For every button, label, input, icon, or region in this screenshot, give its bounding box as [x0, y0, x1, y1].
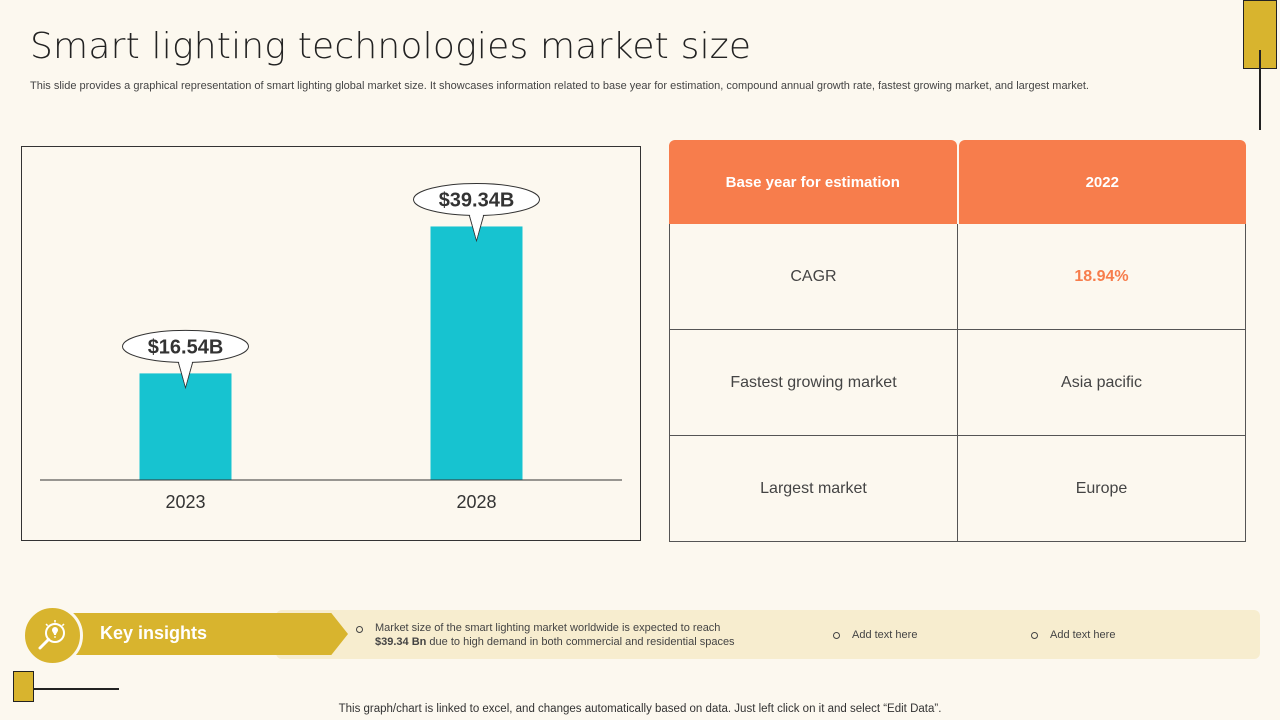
- table-row: Largest market Europe: [670, 435, 1245, 541]
- table-header-row: Base year for estimation 2022: [669, 140, 1246, 224]
- lightbulb-magnifier-icon: [22, 605, 83, 666]
- corner-decoration-bottom-left: [13, 671, 34, 702]
- data-label: $39.34B: [439, 189, 515, 211]
- market-info-table: Base year for estimation 2022 CAGR 18.94…: [669, 140, 1246, 542]
- x-tick-label: 2023: [165, 492, 205, 512]
- corner-line-bottom-left: [34, 688, 119, 690]
- data-label-callout-mask: [469, 211, 484, 240]
- data-label-callout-mask: [178, 358, 193, 387]
- key-insights-tag: [70, 613, 348, 655]
- bullet-icon: [1031, 632, 1038, 639]
- data-label: $16.54B: [148, 336, 224, 358]
- corner-line-top-right: [1259, 50, 1261, 130]
- page-subtitle: This slide provides a graphical represen…: [30, 80, 1089, 92]
- table-row: CAGR 18.94%: [670, 224, 1245, 329]
- insight-bullet-1-text-cont: due to high demand in both commercial an…: [426, 636, 735, 648]
- page-title: Smart lighting technologies market size: [30, 26, 752, 67]
- key-insights-label: Key insights: [100, 623, 208, 643]
- table-cell-cagr-value: 18.94%: [957, 224, 1245, 329]
- footer-note: This graph/chart is linked to excel, and…: [338, 703, 942, 715]
- table-cell: Largest market: [760, 479, 867, 497]
- table-cell: Europe: [957, 436, 1245, 541]
- insight-bullet-1-highlight: $39.34 Bn: [375, 636, 427, 648]
- bullet-icon: [356, 626, 363, 633]
- key-insights-panel: [276, 610, 1260, 659]
- table-row: Fastest growing market Asia pacific: [670, 329, 1245, 435]
- bar: [139, 373, 232, 480]
- table-cell: CAGR: [790, 267, 837, 285]
- insight-bullet-1: Market size of the smart lighting market…: [375, 621, 795, 649]
- bullet-icon: [833, 632, 840, 639]
- table-header-cell: 2022: [958, 140, 1246, 224]
- bar-chart-svg: $16.54B 2023 $39.34B 2028: [40, 182, 622, 512]
- table-header-cell: Base year for estimation: [669, 140, 957, 224]
- table-body: CAGR 18.94% Fastest growing market Asia …: [669, 224, 1246, 542]
- market-size-chart[interactable]: $16.54B 2023 $39.34B 2028: [21, 146, 641, 541]
- table-cell: Asia pacific: [957, 330, 1245, 435]
- x-tick-label: 2028: [456, 492, 496, 512]
- insight-bullet-1-text: Market size of the smart lighting market…: [375, 622, 721, 634]
- table-cell: Fastest growing market: [730, 373, 897, 391]
- insight-bullet-2[interactable]: Add text here: [852, 629, 918, 641]
- bar: [430, 226, 523, 480]
- insight-bullet-3[interactable]: Add text here: [1050, 629, 1116, 641]
